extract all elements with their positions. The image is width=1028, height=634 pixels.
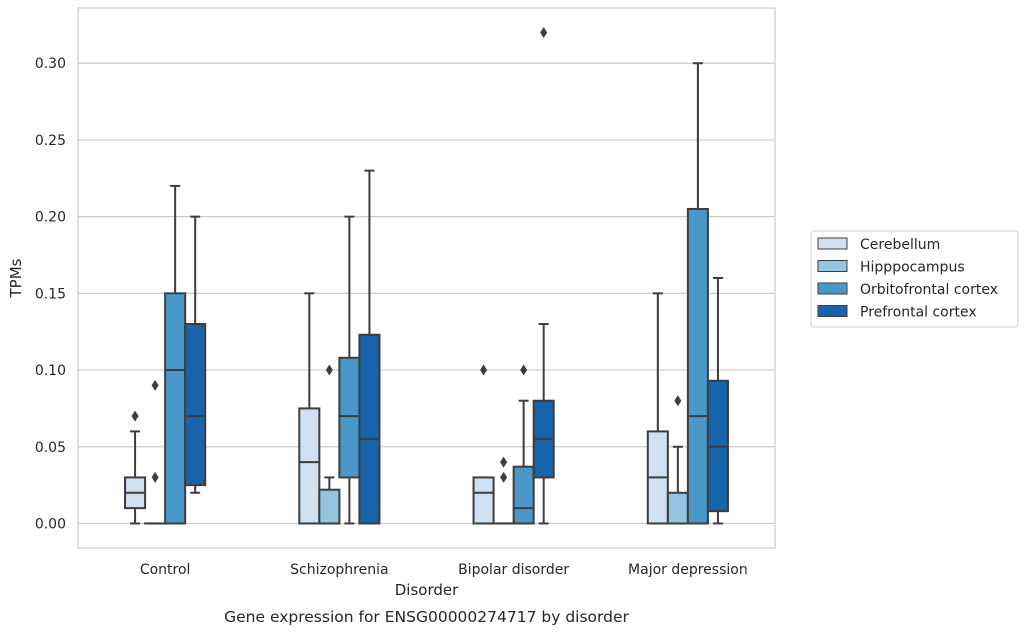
y-tick-label: 0.00 [35,516,66,532]
box-rect [666,491,689,525]
box-hipppocampus [492,456,515,525]
x-axis-ticks: Control Schizophrenia Bipolar disorder Majo… [140,562,748,578]
boxes [124,27,729,525]
box-prefrontal-cortex [184,215,207,494]
box-rect [164,292,187,525]
outlier-point [151,471,159,483]
box-rect [512,465,535,525]
box-orbitofrontal-cortex [164,184,187,525]
box-rect [298,407,321,525]
box-rect [184,323,207,487]
outlier-point [674,395,682,407]
legend: Cerebellum Hipppocampus Orbitofrontal cort… [810,230,1019,328]
box-prefrontal-cortex [358,169,381,525]
legend-swatch [817,237,848,250]
legend-label: Hipppocampus [860,260,965,276]
box-hipppocampus [666,395,689,525]
box-prefrontal-cortex [706,277,729,525]
y-axis-label: TPMs [7,258,25,298]
y-tick-label: 0.05 [35,440,66,456]
x-tick-label: Bipolar disorder [458,562,569,578]
legend-swatch [817,282,848,295]
box-orbitofrontal-cortex [512,364,535,525]
x-tick-label: Control [140,562,191,578]
legend-label: Cerebellum [860,237,940,253]
box-cerebellum [472,364,495,525]
box-hipppocampus [318,364,341,525]
box-rect [338,356,361,479]
y-tick-label: 0.20 [35,210,66,226]
box-rect [686,207,709,525]
outlier-point [540,27,548,39]
outlier-point [131,410,139,422]
outlier-point [500,456,508,468]
y-tick-label: 0.10 [35,363,66,379]
box-cerebellum [646,292,669,525]
legend-label: Prefrontal cortex [860,305,977,321]
y-axis-ticks: 0.00 0.05 0.10 0.15 0.20 0.25 0.30 [35,56,66,532]
x-tick-label: Schizophrenia [290,562,388,578]
box-orbitofrontal-cortex [686,62,709,525]
x-axis-label: Disorder [395,581,459,599]
outlier-point [325,364,333,376]
y-tick-label: 0.30 [35,56,66,72]
plot-frame [77,7,776,549]
legend-label: Orbitofrontal cortex [860,282,998,298]
x-tick-label: Major depression [628,562,748,578]
box-prefrontal-cortex [532,27,555,525]
box-rect [472,476,495,525]
box-rect [358,333,381,525]
box-hipppocampus [144,379,167,525]
legend-swatch [817,260,848,272]
outlier-point [151,379,159,391]
outlier-point [500,471,508,483]
chart-caption: Gene expression for ENSG00000274717 by d… [224,608,629,626]
box-orbitofrontal-cortex [338,215,361,525]
box-cerebellum [124,410,147,525]
legend-swatch [817,305,848,317]
box-rect [318,488,341,525]
legend-frame [810,230,1019,328]
outlier-point [520,364,528,376]
box-cerebellum [298,292,321,525]
y-tick-label: 0.15 [35,286,66,302]
y-tick-label: 0.25 [35,133,66,149]
outlier-point [480,364,488,376]
